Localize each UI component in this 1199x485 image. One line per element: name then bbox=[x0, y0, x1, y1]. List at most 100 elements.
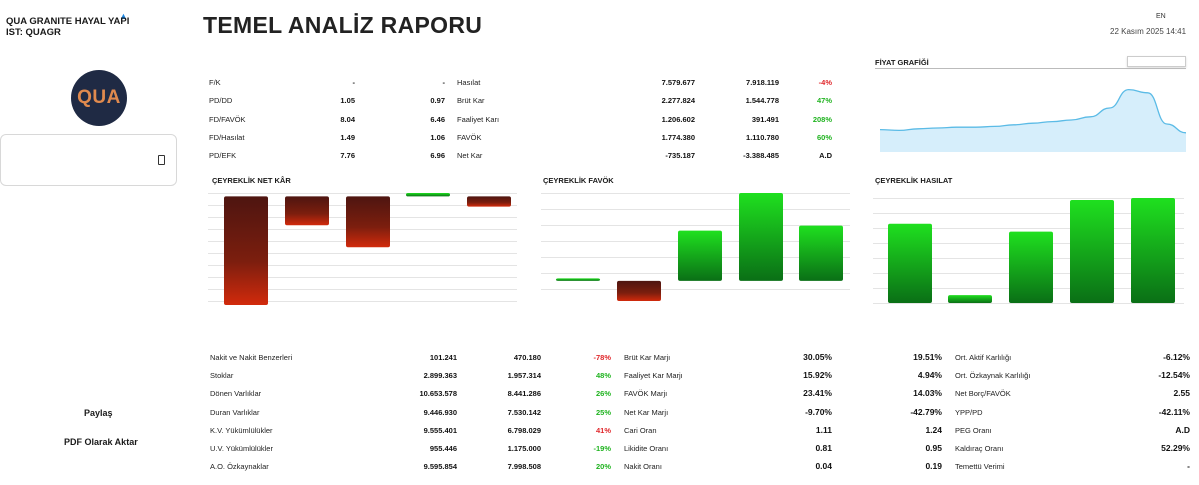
other-ratio-value: - bbox=[1187, 461, 1190, 472]
income-value-current: 2.277.824 bbox=[661, 96, 695, 106]
bar-q4 bbox=[406, 193, 450, 197]
ratio-value-current: 1.05 bbox=[340, 96, 355, 106]
company-name: QUA GRANITE HAYAL YAPI IST: QUAGR bbox=[6, 16, 146, 38]
balance-change: 41% bbox=[595, 425, 611, 435]
balance-label: Dönen Varlıklar bbox=[210, 389, 262, 399]
export-pdf-button[interactable]: PDF Olarak Aktar bbox=[64, 437, 138, 447]
margin-label: Brüt Kar Marjı bbox=[624, 353, 671, 362]
bar-q2 bbox=[617, 280, 661, 301]
other-ratio-label: Ort. Aktif Karlılığı bbox=[955, 353, 1012, 362]
bar-q2 bbox=[285, 196, 329, 226]
bar-q1 bbox=[556, 278, 600, 281]
balance-label: Stoklar bbox=[210, 371, 234, 381]
price-range-select[interactable] bbox=[1127, 56, 1186, 67]
chart-title: ÇEYREKLİK FAVÖK bbox=[543, 176, 614, 185]
income-label: Faaliyet Karı bbox=[457, 114, 500, 124]
balance-change: 48% bbox=[595, 371, 611, 381]
income-value-previous: 1.544.778 bbox=[745, 96, 779, 106]
margin-value-current: 0.81 bbox=[815, 443, 832, 453]
margin-value-previous: 1.24 bbox=[925, 424, 942, 435]
income-change: 47% bbox=[816, 96, 832, 106]
margin-value-previous: 19.51% bbox=[913, 352, 942, 362]
bar-q1 bbox=[224, 196, 268, 305]
company-ticker: IST: QUAGR bbox=[6, 27, 61, 38]
bar-q4 bbox=[739, 193, 783, 281]
company-card[interactable] bbox=[0, 134, 177, 186]
other-ratio-label: PEG Oranı bbox=[955, 425, 992, 435]
other-ratio-value: A.D bbox=[1175, 424, 1190, 435]
quarterly-bar-chart bbox=[208, 193, 517, 305]
other-ratio-value: 52.29% bbox=[1161, 443, 1190, 453]
margin-label: Nakit Oranı bbox=[624, 462, 662, 472]
ratio-label: PD/EFK bbox=[209, 151, 237, 161]
bar-q3 bbox=[1009, 231, 1053, 303]
balance-value-current: 10.653.578 bbox=[419, 389, 457, 399]
quarterly-bar-chart bbox=[541, 193, 850, 301]
page-title: TEMEL ANALİZ RAPORU bbox=[203, 12, 483, 38]
balance-label: K.V. Yükümlülükler bbox=[210, 425, 273, 435]
balance-change: 25% bbox=[595, 407, 611, 417]
ratio-label: FD/Hasılat bbox=[209, 132, 245, 142]
income-label: Net Kar bbox=[457, 151, 483, 161]
share-button[interactable]: Paylaş bbox=[84, 408, 113, 418]
margin-value-previous: 0.19 bbox=[925, 461, 942, 472]
report-datetime: 22 Kasım 2025 14:41 bbox=[1110, 27, 1187, 36]
balance-value-current: 101.241 bbox=[429, 353, 457, 362]
margin-label: Cari Oran bbox=[624, 425, 657, 435]
ratio-label: FD/FAVÖK bbox=[209, 114, 246, 124]
logo-text: QUA bbox=[77, 87, 121, 108]
bar-q2 bbox=[948, 295, 992, 303]
balance-value-previous: 8.441.286 bbox=[507, 389, 541, 399]
balance-label: U.V. Yükümlülükler bbox=[210, 444, 273, 453]
balance-label: Duran Varlıklar bbox=[210, 407, 260, 417]
balance-change: -19% bbox=[593, 444, 611, 453]
price-line bbox=[880, 88, 1186, 134]
ratio-value-current: 1.49 bbox=[340, 132, 355, 142]
balance-value-current: 9.446.930 bbox=[423, 407, 457, 417]
income-label: FAVÖK bbox=[457, 132, 482, 142]
balance-change: 20% bbox=[595, 462, 611, 472]
margin-label: FAVÖK Marjı bbox=[624, 389, 668, 399]
bar-q5 bbox=[1131, 198, 1175, 303]
scroll-up-icon[interactable]: ▲ bbox=[119, 11, 128, 21]
bar-q3 bbox=[346, 196, 390, 248]
balance-value-previous: 1.957.314 bbox=[507, 371, 541, 381]
other-ratio-value: -12.54% bbox=[1158, 370, 1190, 381]
margin-value-current: -9.70% bbox=[805, 406, 832, 417]
chart-title: ÇEYREKLİK HASILAT bbox=[875, 176, 953, 185]
bookmark-icon[interactable] bbox=[158, 155, 165, 165]
margin-value-previous: -42.79% bbox=[910, 406, 942, 417]
balance-value-current: 2.899.363 bbox=[423, 371, 457, 381]
ratio-value-previous: 6.46 bbox=[430, 114, 445, 124]
margin-label: Faaliyet Kar Marjı bbox=[624, 371, 683, 381]
margin-value-current: 23.41% bbox=[803, 388, 832, 399]
other-ratio-label: Net Borç/FAVÖK bbox=[955, 389, 1011, 399]
margin-label: Likidite Oranı bbox=[624, 444, 669, 453]
bar-q5 bbox=[799, 225, 843, 281]
balance-value-current: 955.446 bbox=[429, 444, 457, 453]
balance-label: Nakit ve Nakit Benzerleri bbox=[210, 353, 293, 362]
bar-q4 bbox=[1070, 199, 1114, 303]
income-value-previous: 391.491 bbox=[751, 114, 779, 124]
other-ratio-value: 2.55 bbox=[1173, 388, 1190, 399]
bar-q3 bbox=[678, 230, 722, 281]
ratio-value-current: 7.76 bbox=[340, 151, 355, 161]
bar-q1 bbox=[888, 223, 932, 303]
balance-value-previous: 1.175.000 bbox=[507, 444, 541, 453]
price-chart-title: FİYAT GRAFİĞİ bbox=[875, 58, 929, 67]
company-title: QUA GRANITE HAYAL YAPI bbox=[6, 16, 130, 27]
ratio-value-previous: - bbox=[442, 78, 446, 87]
other-ratio-label: YPP/PD bbox=[955, 407, 983, 417]
balance-label: A.O. Özkaynaklar bbox=[210, 462, 269, 472]
income-value-current: 1.774.380 bbox=[661, 132, 695, 142]
income-value-current: 1.206.602 bbox=[661, 114, 695, 124]
ratio-value-previous: 6.96 bbox=[430, 151, 445, 161]
language-toggle[interactable]: EN bbox=[1156, 13, 1166, 20]
balance-value-previous: 6.798.029 bbox=[507, 425, 541, 435]
income-label: Hasılat bbox=[457, 78, 481, 87]
balance-change: -78% bbox=[593, 353, 611, 362]
margin-value-previous: 14.03% bbox=[913, 388, 942, 399]
ratio-label: F/K bbox=[209, 78, 221, 87]
margin-label: Net Kar Marjı bbox=[624, 407, 669, 417]
price-area bbox=[880, 89, 1186, 152]
